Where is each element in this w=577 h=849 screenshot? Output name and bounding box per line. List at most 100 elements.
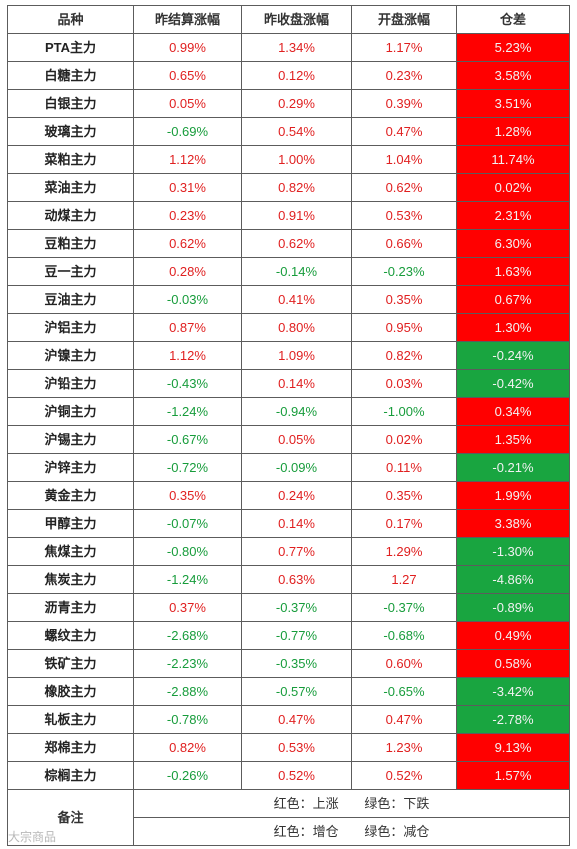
- settle-change-cell: 0.82%: [133, 733, 242, 762]
- table-row: 玻璃主力 -0.69% 0.54% 0.47% 1.28%: [7, 117, 570, 146]
- variety-cell: 沪铝主力: [7, 313, 134, 342]
- close-change-cell: 0.24%: [241, 481, 352, 510]
- settle-change-cell: -1.24%: [133, 565, 242, 594]
- position-change-cell: 3.51%: [456, 89, 570, 118]
- open-change-cell: 0.02%: [351, 425, 457, 454]
- close-change-cell: 0.29%: [241, 89, 352, 118]
- position-change-cell: -3.42%: [456, 677, 570, 706]
- settle-change-cell: 0.28%: [133, 257, 242, 286]
- notes-red-up: 红色：上涨: [273, 796, 339, 811]
- settle-change-cell: 1.12%: [133, 145, 242, 174]
- table-row: 白银主力 0.05% 0.29% 0.39% 3.51%: [7, 89, 570, 118]
- watermark-text: 大宗商品: [8, 830, 57, 844]
- table-row: 郑棉主力 0.82% 0.53% 1.23% 9.13%: [7, 733, 570, 762]
- settle-change-cell: 0.35%: [133, 481, 242, 510]
- close-change-cell: 0.77%: [241, 537, 352, 566]
- close-change-cell: 1.00%: [241, 145, 352, 174]
- close-change-cell: 0.05%: [241, 425, 352, 454]
- open-change-cell: 0.62%: [351, 173, 457, 202]
- position-change-cell: 11.74%: [456, 145, 570, 174]
- open-change-cell: 0.47%: [351, 117, 457, 146]
- close-change-cell: 0.14%: [241, 509, 352, 538]
- close-change-cell: 0.62%: [241, 229, 352, 258]
- close-change-cell: 0.63%: [241, 565, 352, 594]
- variety-cell: 白糖主力: [7, 61, 134, 90]
- position-change-cell: -2.78%: [456, 705, 570, 734]
- table-row: 橡胶主力 -2.88% -0.57% -0.65% -3.42%: [7, 677, 570, 706]
- table-row: 棕榈主力 -0.26% 0.52% 0.52% 1.57%: [7, 761, 570, 790]
- variety-cell: 轧板主力: [7, 705, 134, 734]
- header-variety: 品种: [7, 5, 134, 34]
- variety-cell: 沪锌主力: [7, 453, 134, 482]
- table-row: 豆粕主力 0.62% 0.62% 0.66% 6.30%: [7, 229, 570, 258]
- variety-cell: 菜油主力: [7, 173, 134, 202]
- settle-change-cell: -2.88%: [133, 677, 242, 706]
- position-change-cell: 6.30%: [456, 229, 570, 258]
- open-change-cell: 1.17%: [351, 33, 457, 62]
- open-change-cell: 1.23%: [351, 733, 457, 762]
- position-change-cell: -0.21%: [456, 453, 570, 482]
- position-change-cell: 5.23%: [456, 33, 570, 62]
- open-change-cell: 0.39%: [351, 89, 457, 118]
- open-change-cell: -1.00%: [351, 397, 457, 426]
- variety-cell: 螺纹主力: [7, 621, 134, 650]
- variety-cell: 橡胶主力: [7, 677, 134, 706]
- open-change-cell: 1.29%: [351, 537, 457, 566]
- close-change-cell: 0.12%: [241, 61, 352, 90]
- settle-change-cell: -0.26%: [133, 761, 242, 790]
- open-change-cell: -0.23%: [351, 257, 457, 286]
- table-body: PTA主力 0.99% 1.34% 1.17% 5.23% 白糖主力 0.65% 0.12% 0…: [7, 33, 570, 790]
- position-change-cell: -0.89%: [456, 593, 570, 622]
- position-change-cell: -0.24%: [456, 341, 570, 370]
- settle-change-cell: 0.31%: [133, 173, 242, 202]
- close-change-cell: -0.57%: [241, 677, 352, 706]
- variety-cell: 甲醇主力: [7, 509, 134, 538]
- position-change-cell: 1.63%: [456, 257, 570, 286]
- variety-cell: 沪镍主力: [7, 341, 134, 370]
- close-change-cell: 0.80%: [241, 313, 352, 342]
- open-change-cell: 0.47%: [351, 705, 457, 734]
- close-change-cell: 0.54%: [241, 117, 352, 146]
- variety-cell: PTA主力: [7, 33, 134, 62]
- position-change-cell: 0.34%: [456, 397, 570, 426]
- notes-red-increase: 红色：增仓: [273, 824, 339, 839]
- notes-price-legend: 红色：上涨 绿色：下跌: [133, 789, 570, 818]
- settle-change-cell: 0.05%: [133, 89, 242, 118]
- header-settle-change: 昨结算涨幅: [133, 5, 242, 34]
- notes-green-decrease: 绿色：减仓: [364, 824, 430, 839]
- open-change-cell: -0.68%: [351, 621, 457, 650]
- variety-cell: 玻璃主力: [7, 117, 134, 146]
- position-change-cell: -4.86%: [456, 565, 570, 594]
- position-change-cell: 3.38%: [456, 509, 570, 538]
- position-change-cell: 0.58%: [456, 649, 570, 678]
- open-change-cell: 0.23%: [351, 61, 457, 90]
- position-change-cell: -0.42%: [456, 369, 570, 398]
- position-change-cell: -1.30%: [456, 537, 570, 566]
- variety-cell: 菜粕主力: [7, 145, 134, 174]
- settle-change-cell: -0.78%: [133, 705, 242, 734]
- close-change-cell: -0.77%: [241, 621, 352, 650]
- close-change-cell: 0.14%: [241, 369, 352, 398]
- settle-change-cell: 0.87%: [133, 313, 242, 342]
- table-row: PTA主力 0.99% 1.34% 1.17% 5.23%: [7, 33, 570, 62]
- variety-cell: 白银主力: [7, 89, 134, 118]
- open-change-cell: 0.35%: [351, 285, 457, 314]
- settle-change-cell: -1.24%: [133, 397, 242, 426]
- settle-change-cell: -0.67%: [133, 425, 242, 454]
- futures-table: 品种 昨结算涨幅 昨收盘涨幅 开盘涨幅 仓差 PTA主力 0.99% 1.34% 1.…: [7, 5, 570, 846]
- table-row: 动煤主力 0.23% 0.91% 0.53% 2.31%: [7, 201, 570, 230]
- variety-cell: 焦煤主力: [7, 537, 134, 566]
- open-change-cell: 0.60%: [351, 649, 457, 678]
- variety-cell: 沪铅主力: [7, 369, 134, 398]
- variety-cell: 铁矿主力: [7, 649, 134, 678]
- settle-change-cell: 0.23%: [133, 201, 242, 230]
- open-change-cell: 0.03%: [351, 369, 457, 398]
- variety-cell: 焦炭主力: [7, 565, 134, 594]
- close-change-cell: 0.53%: [241, 733, 352, 762]
- table-row: 沪锡主力 -0.67% 0.05% 0.02% 1.35%: [7, 425, 570, 454]
- header-close-change: 昨收盘涨幅: [241, 5, 352, 34]
- close-change-cell: -0.09%: [241, 453, 352, 482]
- open-change-cell: 0.66%: [351, 229, 457, 258]
- table-row: 菜油主力 0.31% 0.82% 0.62% 0.02%: [7, 173, 570, 202]
- table-row: 菜粕主力 1.12% 1.00% 1.04% 11.74%: [7, 145, 570, 174]
